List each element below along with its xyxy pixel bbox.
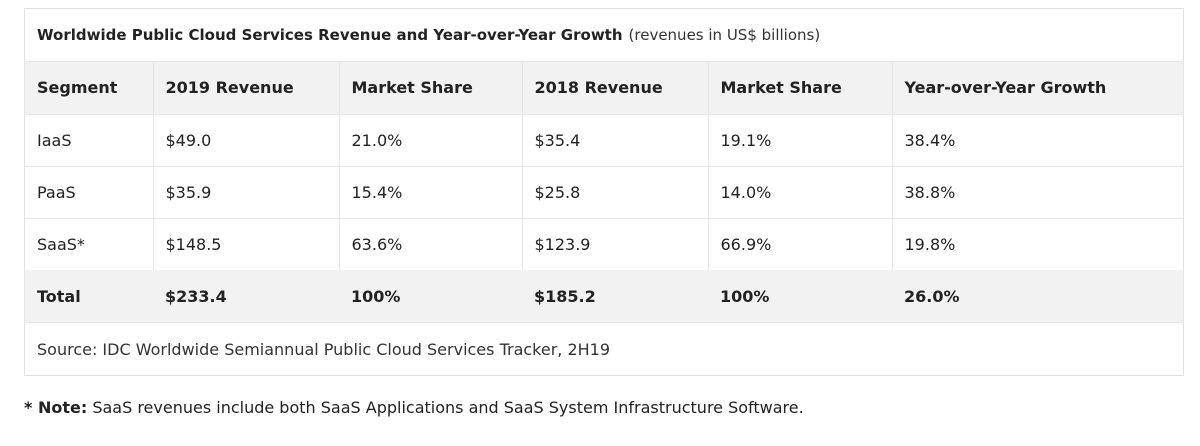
table-subtitle: (revenues in US$ billions): [628, 26, 821, 44]
table-title: Worldwide Public Cloud Services Revenue …: [37, 26, 623, 44]
footnote-label: * Note:: [24, 398, 88, 417]
table-header-row: Segment 2019 Revenue Market Share 2018 R…: [25, 62, 1183, 114]
column-header: Market Share: [707, 62, 892, 114]
table-cell: 100%: [339, 270, 522, 322]
table-cell: 19.8%: [891, 217, 1183, 270]
column-header: 2018 Revenue: [521, 62, 708, 114]
column-header: Year-over-Year Growth: [891, 62, 1183, 114]
table-cell: 19.1%: [707, 113, 892, 166]
table-total-row: Total $233.4 100% $185.2 100% 26.0%: [25, 270, 1183, 322]
revenue-table-container: Worldwide Public Cloud Services Revenue …: [24, 8, 1184, 376]
table-cell: 15.4%: [338, 165, 522, 218]
table-source: Source: IDC Worldwide Semiannual Public …: [25, 322, 1183, 375]
table-cell: 66.9%: [707, 217, 892, 270]
table-row: PaaS $35.9 15.4% $25.8 14.0% 38.8%: [25, 165, 1183, 218]
table-cell: 38.4%: [891, 113, 1183, 166]
table-cell: 38.8%: [891, 165, 1183, 218]
table-cell: $233.4: [153, 270, 339, 322]
footnote: * Note: SaaS revenues include both SaaS …: [24, 398, 804, 417]
table-cell: $49.0: [152, 113, 339, 166]
table-cell: IaaS: [25, 113, 153, 166]
table-cell: Total: [25, 270, 153, 322]
footnote-text: SaaS revenues include both SaaS Applicat…: [92, 398, 804, 417]
table-cell: $123.9: [521, 217, 708, 270]
column-header: Market Share: [338, 62, 522, 114]
table-cell: PaaS: [25, 165, 153, 218]
table-cell: $35.4: [521, 113, 708, 166]
table-row: SaaS* $148.5 63.6% $123.9 66.9% 19.8%: [25, 217, 1183, 270]
table-cell: $185.2: [522, 270, 708, 322]
column-header: 2019 Revenue: [152, 62, 339, 114]
revenue-table: Segment 2019 Revenue Market Share 2018 R…: [25, 62, 1183, 322]
table-cell: $35.9: [152, 165, 339, 218]
table-cell: 63.6%: [338, 217, 522, 270]
table-title-row: Worldwide Public Cloud Services Revenue …: [25, 9, 1183, 62]
column-header: Segment: [25, 62, 153, 114]
table-cell: 21.0%: [338, 113, 522, 166]
table-cell: SaaS*: [25, 217, 153, 270]
table-cell: $148.5: [152, 217, 339, 270]
table-row: IaaS $49.0 21.0% $35.4 19.1% 38.4%: [25, 113, 1183, 166]
table-cell: 14.0%: [707, 165, 892, 218]
table-cell: 100%: [708, 270, 892, 322]
table-cell: 26.0%: [892, 270, 1183, 322]
table-cell: $25.8: [521, 165, 708, 218]
